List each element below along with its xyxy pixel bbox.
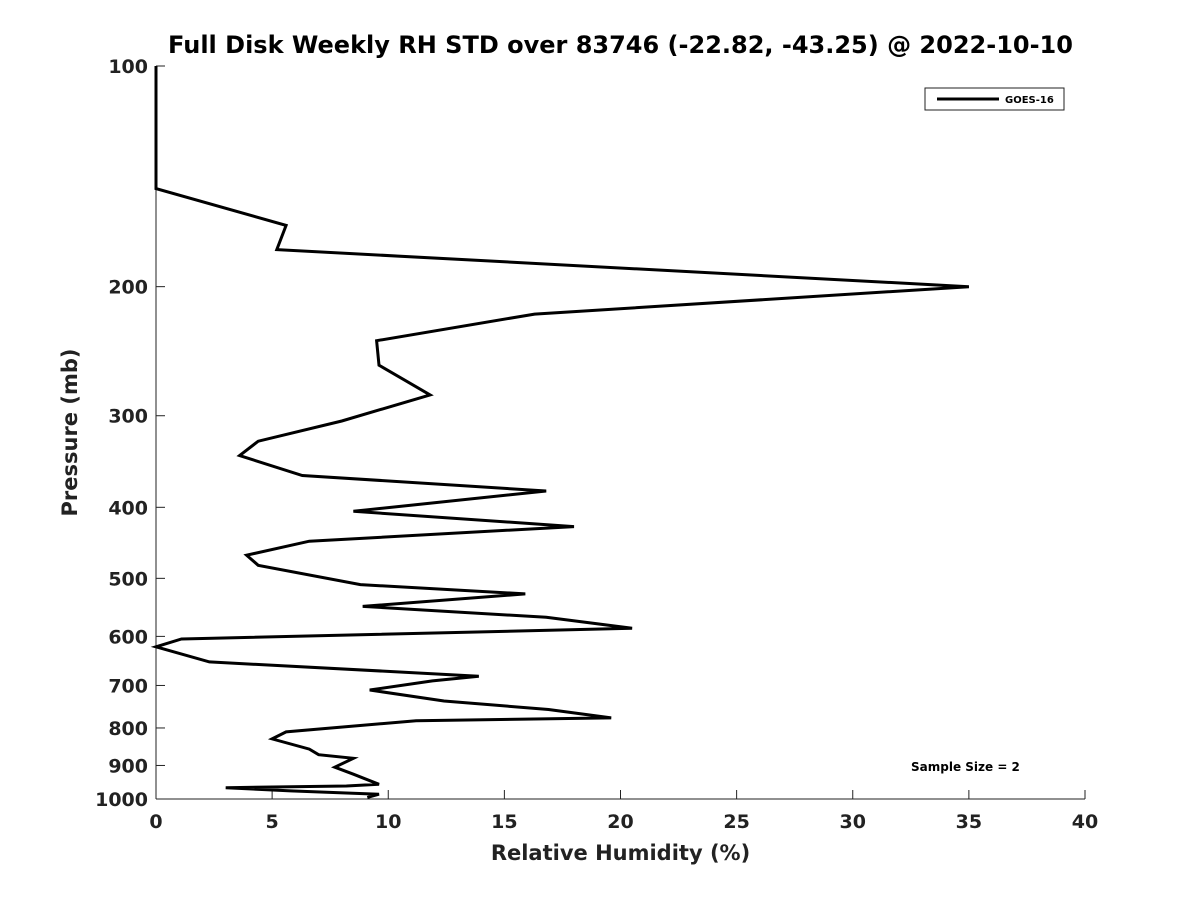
legend-entry-goes-16: GOES-16 <box>1005 95 1054 106</box>
x-tick-label: 20 <box>607 811 633 833</box>
y-tick-label: 900 <box>108 755 148 777</box>
x-tick-label: 30 <box>840 811 866 833</box>
y-tick-label: 200 <box>108 277 148 299</box>
y-axis-ticks: 100 200 300 400 500 600 700 800 900 1000 <box>95 56 165 811</box>
y-tick-label: 100 <box>108 56 148 78</box>
x-tick-label: 5 <box>266 811 279 833</box>
y-tick-label: 500 <box>108 568 148 590</box>
series-group <box>150 66 969 799</box>
y-tick-label: 800 <box>108 718 148 740</box>
y-tick-label: 1000 <box>95 789 148 811</box>
y-axis-label: Pressure (mb) <box>58 349 82 517</box>
x-axis-label: Relative Humidity (%) <box>491 841 750 865</box>
x-tick-label: 10 <box>375 811 401 833</box>
x-tick-label: 25 <box>723 811 749 833</box>
legend: GOES-16 <box>924 87 1065 111</box>
x-tick-label: 0 <box>149 811 162 833</box>
sample-size-annotation: Sample Size = 2 <box>911 760 1020 774</box>
x-tick-label: 15 <box>491 811 517 833</box>
y-tick-label: 300 <box>108 406 148 428</box>
y-tick-label: 600 <box>108 626 148 648</box>
x-tick-label: 40 <box>1072 811 1098 833</box>
x-tick-label: 35 <box>956 811 982 833</box>
y-tick-label: 400 <box>108 497 148 519</box>
series-line-goes-16 <box>150 66 969 799</box>
x-axis-ticks: 0 5 10 15 20 25 30 35 40 <box>149 790 1098 833</box>
chart-title: Full Disk Weekly RH STD over 83746 (-22.… <box>168 31 1073 59</box>
y-tick-label: 700 <box>108 675 148 697</box>
